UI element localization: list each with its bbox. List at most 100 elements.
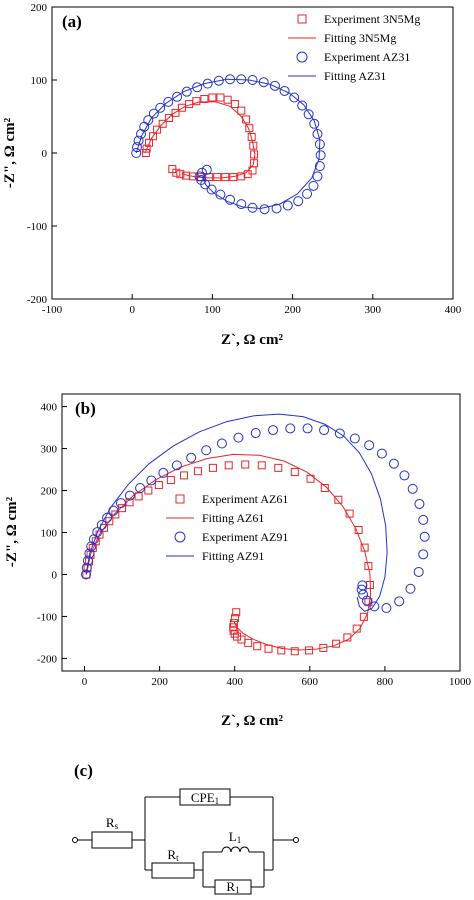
equivalent-circuit: (c) Rs CPE1 Rt L1 R1 — [72, 761, 299, 895]
y-tick-label: -200 — [37, 653, 58, 665]
y-tick-label: -100 — [37, 611, 58, 623]
x-tick-label: 300 — [365, 304, 382, 316]
data-point-experiment-3n5mg — [141, 149, 150, 157]
data-point-experiment-az91 — [86, 541, 97, 552]
chart-b-axes: 0 200 400 600 800 1000 -200 -100 0 100 200 300 400 — [37, 402, 472, 688]
y-tick-label: 200 — [41, 486, 58, 498]
legend-circle-swatch — [296, 51, 308, 63]
legend-entry-label: Experiment 3N5Mg — [324, 12, 420, 26]
y-tick-label: 200 — [31, 2, 48, 14]
chart-a-legend: Experiment 3N5Mg Fitting 3N5Mg Experiment … — [288, 12, 420, 83]
data-point-experiment-az61 — [320, 484, 329, 493]
circuit-panel-label: (c) — [74, 761, 93, 780]
data-point-experiment-az91 — [216, 438, 227, 449]
series-line-fitting-az61 — [85, 453, 372, 651]
series-line-fitting-az31 — [135, 78, 321, 209]
data-point-experiment-az91 — [135, 483, 146, 494]
data-point-experiment-3n5mg — [230, 100, 239, 109]
data-point-experiment-az61 — [334, 495, 343, 504]
data-point-experiment-az91 — [418, 514, 429, 525]
data-point-experiment-az91 — [349, 433, 360, 444]
data-point-experiment-az91 — [405, 583, 416, 594]
data-point-experiment-3n5mg — [171, 108, 180, 117]
data-point-experiment-3n5mg — [158, 119, 167, 128]
data-point-experiment-az61 — [359, 612, 368, 621]
data-point-experiment-az61 — [305, 646, 314, 655]
data-point-experiment-az61 — [290, 647, 299, 656]
data-point-experiment-az91 — [357, 580, 368, 591]
data-point-experiment-az61 — [241, 460, 250, 469]
data-point-experiment-az91 — [115, 498, 126, 509]
cpe-label: CPE1 — [191, 790, 219, 806]
chart-a-series — [131, 74, 326, 215]
data-point-experiment-3n5mg — [208, 93, 217, 102]
data-point-experiment-az61 — [277, 646, 286, 655]
data-point-experiment-az61 — [237, 635, 246, 644]
rt-resistor — [151, 862, 195, 879]
legend-entry-label: Experiment AZ91 — [202, 530, 288, 544]
data-point-experiment-az31 — [201, 164, 212, 175]
x-tick-label: 800 — [377, 676, 394, 688]
data-point-experiment-az91 — [334, 428, 345, 439]
chart-b-series — [81, 413, 430, 656]
data-point-experiment-az31 — [271, 203, 282, 214]
legend-square-swatch — [297, 14, 307, 24]
data-point-experiment-az91 — [81, 569, 92, 580]
data-point-experiment-az91 — [233, 432, 244, 443]
data-point-experiment-az31 — [196, 167, 207, 178]
data-point-experiment-az91 — [124, 490, 135, 501]
y-tick-label: 100 — [41, 528, 58, 540]
data-point-experiment-az31 — [225, 194, 236, 205]
data-point-experiment-az31 — [269, 80, 280, 91]
y-tick-label: -200 — [27, 294, 48, 306]
data-point-experiment-az61 — [134, 492, 143, 501]
data-point-experiment-az91 — [92, 527, 103, 538]
chart-a-xlabel: Z`, Ω cm² — [221, 332, 283, 348]
chart-b: 0 200 400 600 800 1000 -200 -100 0 100 200 300 400 (… — [4, 393, 472, 729]
data-point-experiment-az31 — [163, 96, 174, 107]
data-point-experiment-az31 — [312, 171, 323, 182]
data-point-experiment-az31 — [181, 86, 192, 97]
x-tick-label: 0 — [129, 304, 135, 316]
chart-a-panel-label: (a) — [62, 12, 82, 31]
data-point-experiment-3n5mg — [192, 97, 201, 106]
data-point-experiment-az91 — [285, 423, 296, 434]
data-point-experiment-az61 — [364, 562, 373, 571]
data-point-experiment-az61 — [95, 530, 104, 539]
y-tick-label: -100 — [27, 221, 48, 233]
data-point-experiment-3n5mg — [165, 113, 174, 122]
data-point-experiment-az61 — [257, 461, 266, 470]
data-point-experiment-3n5mg — [168, 165, 177, 174]
legend-entry-label: Fitting AZ61 — [202, 511, 264, 525]
data-point-experiment-az61 — [319, 643, 328, 652]
data-point-experiment-az61 — [231, 614, 240, 623]
data-point-experiment-az91 — [376, 448, 387, 459]
data-point-experiment-az61 — [100, 523, 109, 532]
data-point-experiment-3n5mg — [249, 141, 258, 150]
data-point-experiment-az31 — [139, 121, 150, 132]
data-point-experiment-az31 — [192, 82, 203, 93]
data-point-experiment-az91 — [414, 498, 425, 509]
data-point-experiment-az61 — [290, 468, 299, 477]
data-point-experiment-az61 — [274, 463, 283, 472]
data-point-experiment-az61 — [118, 504, 127, 513]
data-point-experiment-az61 — [230, 629, 239, 638]
data-point-experiment-az91 — [158, 467, 169, 478]
x-tick-label: 200 — [284, 304, 301, 316]
data-point-experiment-az61 — [166, 476, 175, 485]
data-point-experiment-az61 — [229, 619, 238, 628]
data-point-experiment-az31 — [236, 199, 247, 210]
legend-square-swatch — [175, 494, 185, 504]
y-tick-label: 0 — [52, 569, 58, 581]
data-point-experiment-az91 — [407, 483, 418, 494]
data-point-experiment-az91 — [96, 519, 107, 530]
data-point-experiment-3n5mg — [237, 106, 246, 115]
data-point-experiment-az61 — [193, 467, 202, 476]
data-point-experiment-3n5mg — [200, 94, 209, 103]
data-point-experiment-az31 — [314, 161, 325, 172]
chart-b-ylabel: -Z", Ω cm² — [4, 496, 20, 567]
x-tick-label: 400 — [445, 304, 462, 316]
data-point-experiment-az31 — [131, 148, 142, 158]
